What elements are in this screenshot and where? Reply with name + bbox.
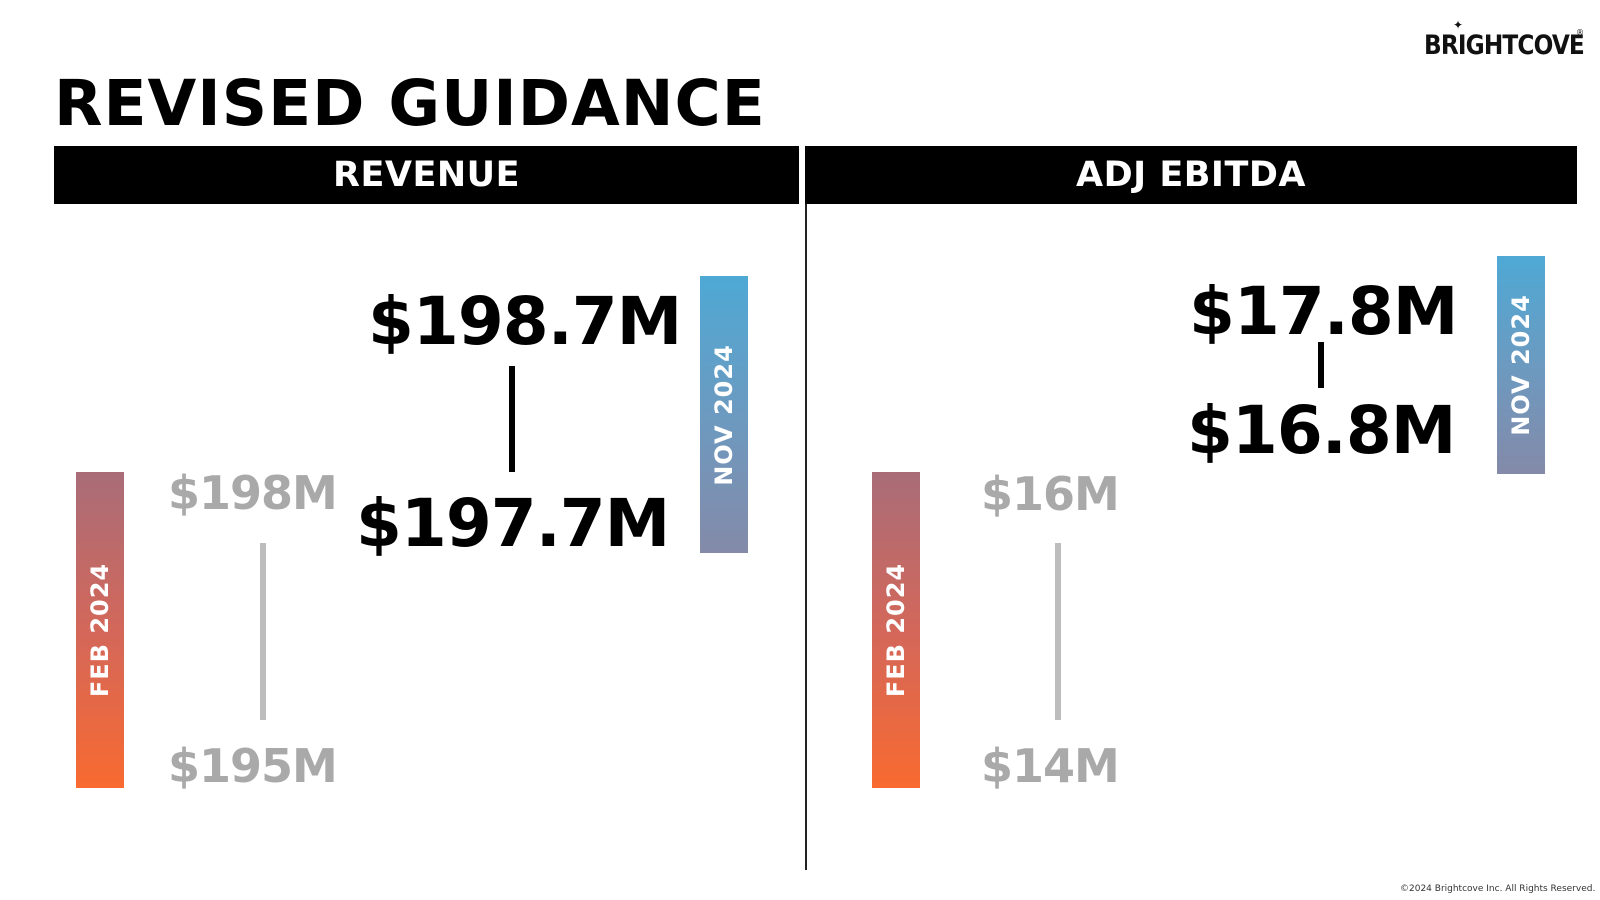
copyright-footer: ©2024 Brightcove Inc. All Rights Reserve… xyxy=(1400,884,1596,894)
revenue-feb-range-line xyxy=(260,543,266,720)
ebitda-feb-range-line xyxy=(1055,543,1061,720)
revenue-nov-range-line xyxy=(509,366,515,472)
revenue-feb-period-bar: FEB 2024 xyxy=(76,472,124,788)
revenue-header: REVENUE xyxy=(54,146,799,204)
revenue-nov-high: $198.7M xyxy=(368,283,682,360)
ebitda-feb-period-bar: FEB 2024 xyxy=(872,472,920,788)
page-title: REVISED GUIDANCE xyxy=(54,67,766,140)
ebitda-feb-high: $16M xyxy=(981,467,1120,521)
registered-mark: ® xyxy=(1576,28,1584,37)
ebitda-feb-label: FEB 2024 xyxy=(882,562,910,698)
ebitda-feb-low: $14M xyxy=(981,739,1120,793)
ebitda-nov-high: $17.8M xyxy=(1189,273,1458,350)
revenue-feb-label: FEB 2024 xyxy=(86,562,114,698)
section-divider xyxy=(805,204,807,870)
revenue-nov-label: NOV 2024 xyxy=(710,343,738,486)
logo-spark-icon: ✦ xyxy=(1453,18,1464,32)
brightcove-logo: BRIGHTCOVE xyxy=(1424,30,1585,61)
ebitda-nov-period-bar: NOV 2024 xyxy=(1497,256,1545,474)
revenue-nov-low: $197.7M xyxy=(356,485,670,562)
revenue-feb-high: $198M xyxy=(168,466,338,520)
revenue-nov-period-bar: NOV 2024 xyxy=(700,276,748,553)
ebitda-nov-range-line xyxy=(1318,342,1324,388)
revenue-feb-low: $195M xyxy=(168,739,338,793)
ebitda-nov-label: NOV 2024 xyxy=(1507,294,1535,436)
ebitda-header: ADJ EBITDA xyxy=(805,146,1577,204)
ebitda-nov-low: $16.8M xyxy=(1187,392,1456,469)
